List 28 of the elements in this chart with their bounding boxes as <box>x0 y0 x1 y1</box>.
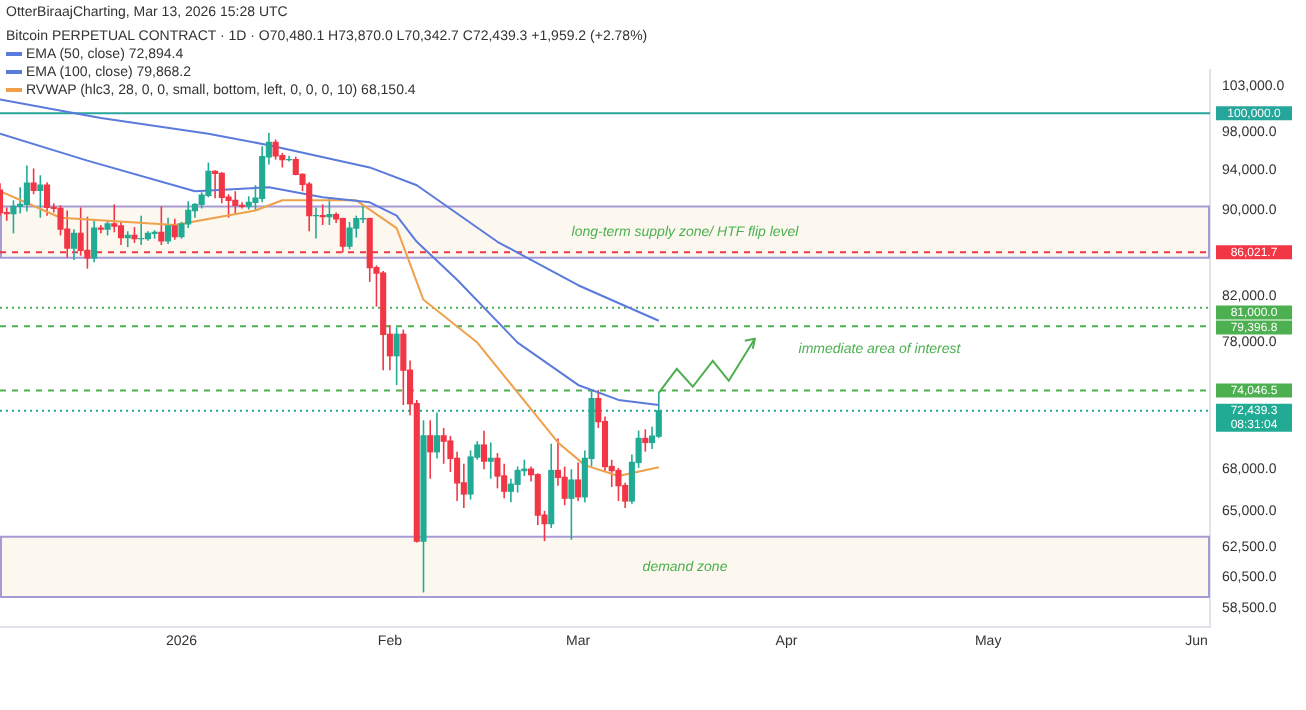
candlestick <box>70 228 77 261</box>
candlestick <box>165 216 172 245</box>
candlestick <box>91 220 98 263</box>
candlestick <box>427 419 434 480</box>
candlestick <box>171 217 178 241</box>
candlestick <box>346 221 353 251</box>
candlestick <box>44 181 51 217</box>
candlestick <box>642 428 649 453</box>
candlestick <box>433 411 440 460</box>
candlestick <box>158 205 165 246</box>
candlestick <box>487 441 494 480</box>
candlestick <box>393 326 400 386</box>
candlestick <box>494 452 501 490</box>
candlestick <box>84 215 91 270</box>
candlestick <box>232 190 239 215</box>
candlestick <box>615 467 622 502</box>
candlestick <box>306 181 313 233</box>
candlestick <box>212 169 219 200</box>
candlestick <box>272 138 279 161</box>
candlestick <box>575 461 582 502</box>
candlestick <box>514 465 521 494</box>
candlestick <box>480 429 488 470</box>
candlestick <box>467 449 474 501</box>
candlestick <box>30 167 37 196</box>
candlestick <box>568 468 575 541</box>
candlestick <box>440 427 447 465</box>
candlestick <box>23 164 30 213</box>
candlestick <box>37 174 44 219</box>
